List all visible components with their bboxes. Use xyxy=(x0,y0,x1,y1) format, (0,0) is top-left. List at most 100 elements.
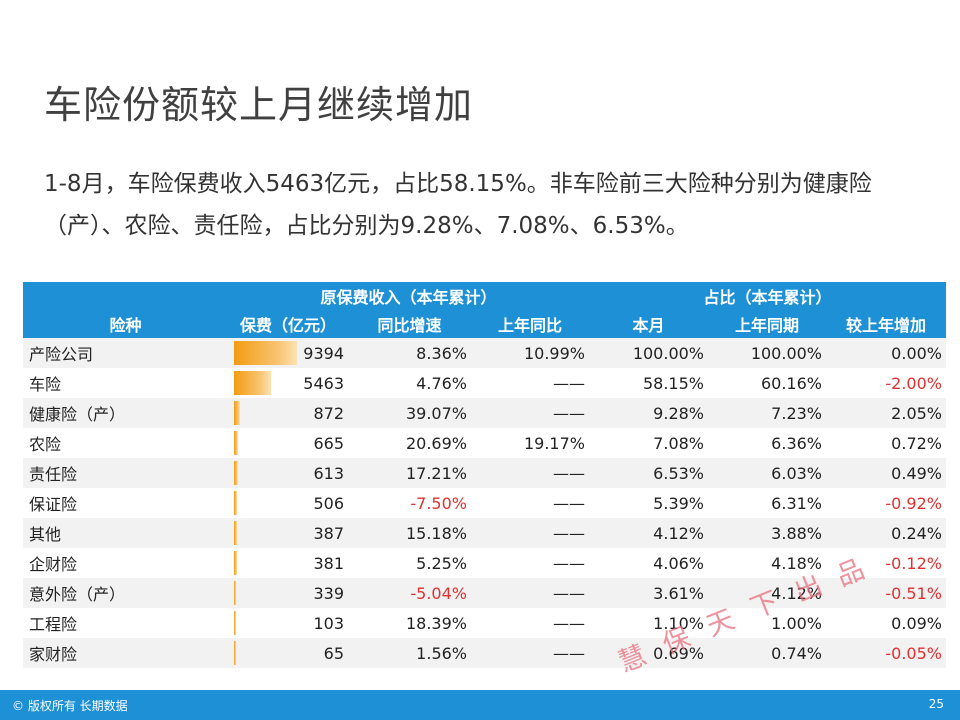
copyright-text: © 版权所有 长期数据 xyxy=(12,699,128,713)
row-premium: 381 xyxy=(228,548,348,578)
row-type: 责任险 xyxy=(23,458,228,488)
row-share-last-period: 4.18% xyxy=(708,548,826,578)
row-type: 农险 xyxy=(23,428,228,458)
summary-paragraph: 1-8月，车险保费收入5463亿元，占比58.15%。非车险前三大险种分别为健康… xyxy=(44,171,872,239)
row-share-month: 100.00% xyxy=(589,338,708,368)
row-growth: 4.76% xyxy=(348,368,471,398)
premium-value: 9394 xyxy=(303,343,344,363)
row-share-month: 4.06% xyxy=(589,548,708,578)
footer-bar: © 版权所有 长期数据 25 xyxy=(0,690,960,720)
row-last-growth: —— xyxy=(471,488,589,518)
row-share-change: 0.00% xyxy=(826,338,946,368)
row-type: 产险公司 xyxy=(23,338,228,368)
premium-group-header: 原保费收入（本年累计） xyxy=(228,282,589,310)
col-header-type: 险种 xyxy=(23,310,228,338)
premium-value: 65 xyxy=(323,643,344,663)
table-row: 产险公司 9394 8.36% 10.99% 100.00% 100.00% 0.00% xyxy=(23,338,946,368)
row-premium: 9394 xyxy=(228,338,348,368)
row-last-growth: —— xyxy=(471,368,589,398)
row-growth: 5.25% xyxy=(348,548,471,578)
row-growth: -7.50% xyxy=(348,488,471,518)
row-share-change: 0.49% xyxy=(826,458,946,488)
row-premium: 506 xyxy=(228,488,348,518)
premium-bar xyxy=(234,431,238,455)
row-type: 保证险 xyxy=(23,488,228,518)
row-premium: 387 xyxy=(228,518,348,548)
col-header-growth: 同比增速 xyxy=(348,310,471,338)
row-share-change: -0.92% xyxy=(826,488,946,518)
row-share-change: 0.09% xyxy=(826,608,946,638)
row-share-last-period: 4.12% xyxy=(708,578,826,608)
row-last-growth: —— xyxy=(471,638,589,668)
premium-value: 387 xyxy=(313,523,344,543)
row-share-last-period: 6.03% xyxy=(708,458,826,488)
premium-bar xyxy=(234,341,297,365)
row-last-growth: —— xyxy=(471,578,589,608)
premium-bar xyxy=(234,401,240,425)
row-share-change: -0.51% xyxy=(826,578,946,608)
premium-value: 381 xyxy=(313,553,344,573)
group-header-row: 原保费收入（本年累计） 占比（本年累计） xyxy=(23,282,946,310)
premium-bar xyxy=(234,491,237,515)
row-share-last-period: 6.36% xyxy=(708,428,826,458)
row-growth: -5.04% xyxy=(348,578,471,608)
table-row: 保证险 506 -7.50% —— 5.39% 6.31% -0.92% xyxy=(23,488,946,518)
col-header-month: 本月 xyxy=(589,310,708,338)
row-share-change: 0.24% xyxy=(826,518,946,548)
premium-value: 613 xyxy=(313,463,344,483)
table-row: 家财险 65 1.56% —— 0.69% 0.74% -0.05% xyxy=(23,638,946,668)
premium-bar xyxy=(234,461,238,485)
col-header-last-period: 上年同期 xyxy=(708,310,826,338)
table-row: 车险 5463 4.76% —— 58.15% 60.16% -2.00% xyxy=(23,368,946,398)
premium-bar xyxy=(234,551,237,575)
row-share-change: -0.12% xyxy=(826,548,946,578)
row-premium: 339 xyxy=(228,578,348,608)
row-share-month: 7.08% xyxy=(589,428,708,458)
row-type: 家财险 xyxy=(23,638,228,668)
premium-value: 339 xyxy=(313,583,344,603)
row-share-change: 2.05% xyxy=(826,398,946,428)
row-share-change: -0.05% xyxy=(826,638,946,668)
row-growth: 20.69% xyxy=(348,428,471,458)
row-growth: 1.56% xyxy=(348,638,471,668)
table-row: 责任险 613 17.21% —— 6.53% 6.03% 0.49% xyxy=(23,458,946,488)
row-last-growth: 19.17% xyxy=(471,428,589,458)
row-share-last-period: 7.23% xyxy=(708,398,826,428)
premium-value: 5463 xyxy=(303,373,344,393)
row-type: 工程险 xyxy=(23,608,228,638)
row-share-month: 3.61% xyxy=(589,578,708,608)
row-type: 意外险（产） xyxy=(23,578,228,608)
row-premium: 872 xyxy=(228,398,348,428)
row-share-last-period: 6.31% xyxy=(708,488,826,518)
page-title: 车险份额较上月继续增加 xyxy=(44,83,474,127)
row-share-month: 5.39% xyxy=(589,488,708,518)
row-growth: 39.07% xyxy=(348,398,471,428)
row-type: 车险 xyxy=(23,368,228,398)
col-header-last-growth: 上年同比 xyxy=(471,310,589,338)
row-growth: 15.18% xyxy=(348,518,471,548)
row-share-month: 6.53% xyxy=(589,458,708,488)
row-last-growth: —— xyxy=(471,608,589,638)
row-share-last-period: 0.74% xyxy=(708,638,826,668)
table-row: 工程险 103 18.39% —— 1.10% 1.00% 0.09% xyxy=(23,608,946,638)
premium-bar xyxy=(234,611,236,635)
row-last-growth: 10.99% xyxy=(471,338,589,368)
row-share-month: 1.10% xyxy=(589,608,708,638)
row-share-month: 4.12% xyxy=(589,518,708,548)
row-growth: 18.39% xyxy=(348,608,471,638)
row-last-growth: —— xyxy=(471,518,589,548)
row-growth: 17.21% xyxy=(348,458,471,488)
row-share-last-period: 60.16% xyxy=(708,368,826,398)
premium-bar xyxy=(234,521,237,545)
row-share-month: 9.28% xyxy=(589,398,708,428)
row-share-month: 0.69% xyxy=(589,638,708,668)
row-share-last-period: 3.88% xyxy=(708,518,826,548)
premium-value: 506 xyxy=(313,493,344,513)
table-row: 意外险（产） 339 -5.04% —— 3.61% 4.12% -0.51% xyxy=(23,578,946,608)
row-type: 健康险（产） xyxy=(23,398,228,428)
table-row: 农险 665 20.69% 19.17% 7.08% 6.36% 0.72% xyxy=(23,428,946,458)
row-growth: 8.36% xyxy=(348,338,471,368)
row-premium: 5463 xyxy=(228,368,348,398)
table-row: 其他 387 15.18% —— 4.12% 3.88% 0.24% xyxy=(23,518,946,548)
row-premium: 65 xyxy=(228,638,348,668)
